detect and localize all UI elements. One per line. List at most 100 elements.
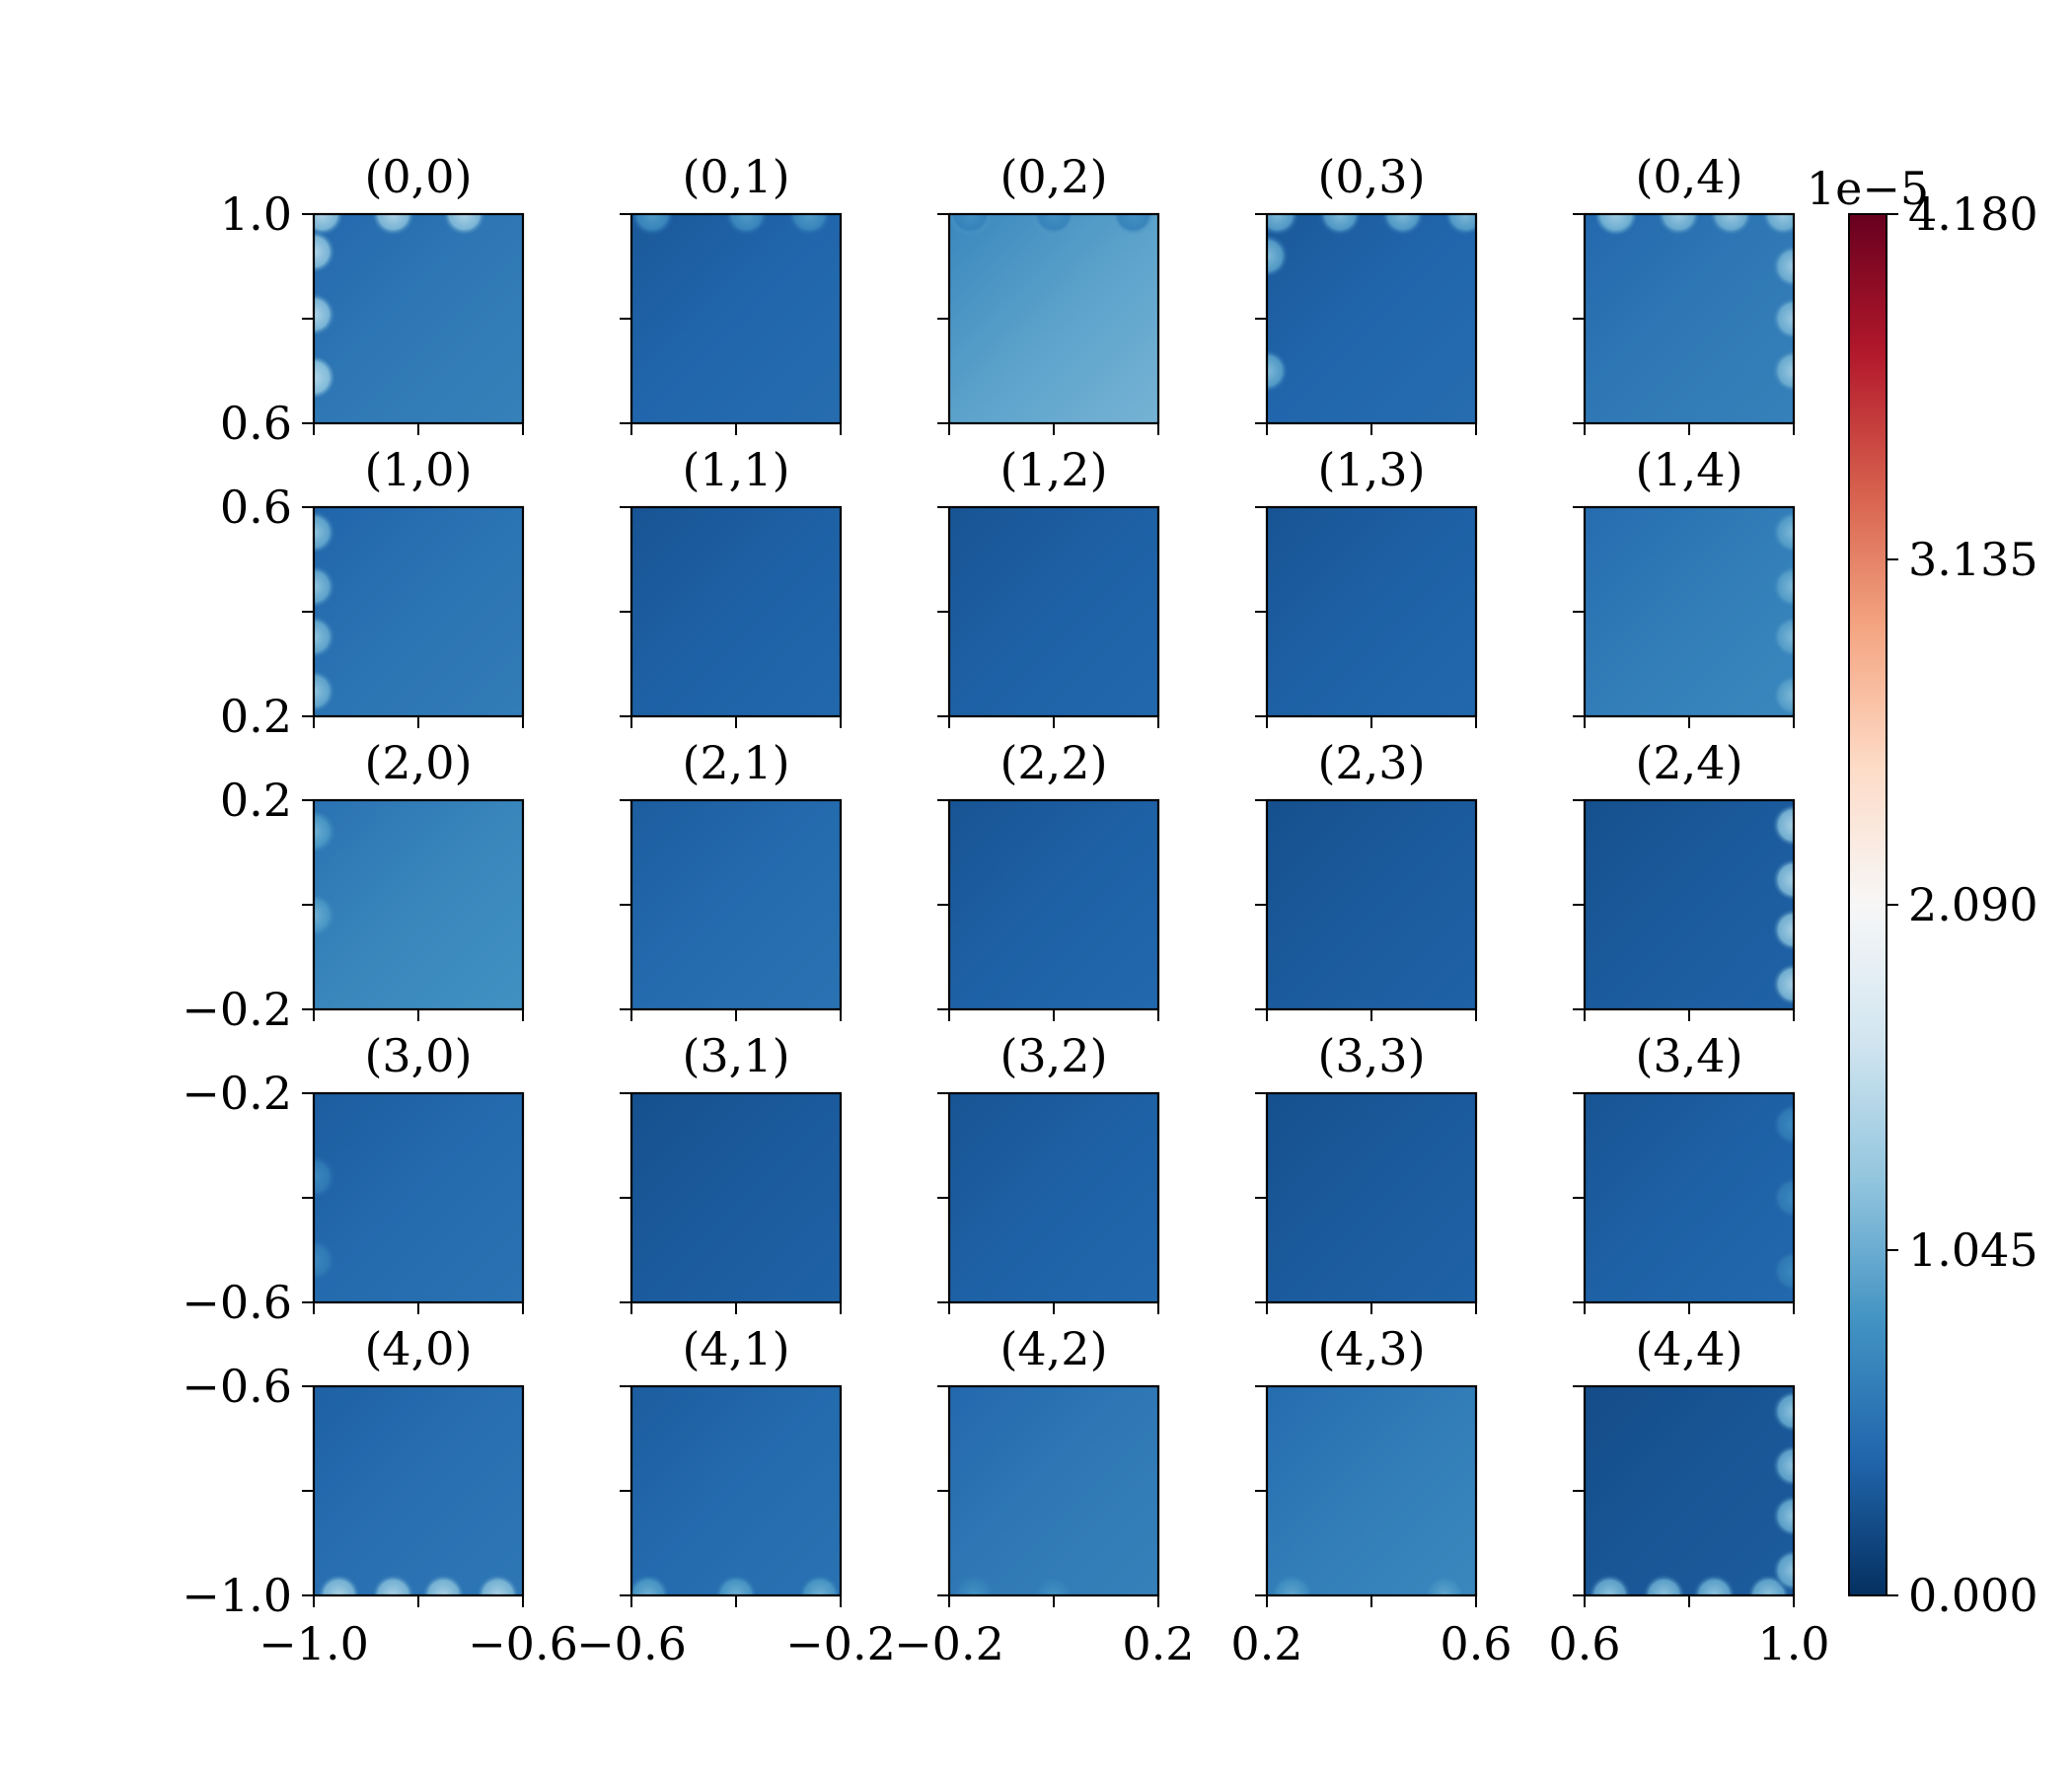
- heatmap-cell: [949, 1386, 1158, 1595]
- edge-feature: [1772, 1443, 1794, 1488]
- edge-feature: [949, 214, 993, 236]
- panel-title: (0,1): [682, 150, 789, 203]
- heatmap-cell: [631, 507, 841, 716]
- edge-feature: [1380, 214, 1425, 236]
- panel-1-2: (1,2): [937, 443, 1160, 728]
- edge-feature: [1709, 214, 1753, 236]
- panel-title: (1,0): [364, 443, 472, 496]
- panel-title: (3,1): [682, 1029, 789, 1082]
- panel-3-2: (3,2): [937, 1029, 1160, 1314]
- edge-feature: [314, 292, 335, 336]
- panel-1-3: (1,3): [1255, 443, 1478, 728]
- edge-feature: [1111, 214, 1155, 236]
- panel-2-0: (2,0) 0.2 −0.2: [182, 736, 525, 1036]
- x-tick-label: −1.0: [259, 1617, 369, 1670]
- panel-4-4: (4,4) 0.6 1.0: [1548, 1322, 1829, 1670]
- panel-3-3: (3,3): [1255, 1029, 1478, 1314]
- panel-title: (1,2): [999, 443, 1107, 496]
- panel-title: (2,3): [1317, 736, 1425, 789]
- heatmap-cell: [949, 1093, 1158, 1302]
- heatmap-cell: [314, 800, 523, 1009]
- edge-feature: [1772, 1176, 1794, 1220]
- panel-0-3: (0,3): [1255, 150, 1478, 435]
- edge-feature: [1642, 1574, 1686, 1595]
- panel-2-1: (2,1): [620, 736, 843, 1021]
- edge-feature: [1772, 962, 1794, 1006]
- panel-0-4: (0,4): [1573, 150, 1796, 435]
- panel-title: (3,0): [364, 1029, 472, 1082]
- panel-1-1: (1,1): [620, 443, 843, 728]
- panel-title: (2,4): [1635, 736, 1742, 789]
- edge-feature: [314, 809, 335, 853]
- heatmap-cell: [1585, 1386, 1794, 1595]
- panel-2-2: (2,2): [937, 736, 1160, 1021]
- edge-feature: [314, 1154, 335, 1199]
- panel-0-1: (0,1): [620, 150, 843, 435]
- edge-feature: [314, 669, 335, 713]
- x-tick-label: −0.2: [894, 1617, 1004, 1670]
- edge-feature: [1423, 1574, 1467, 1595]
- heatmap-cell: [314, 1093, 523, 1302]
- panel-3-1: (3,1): [620, 1029, 843, 1314]
- panel-title: (1,3): [1317, 443, 1425, 496]
- edge-feature: [1772, 673, 1794, 716]
- panel-4-3: (4,3) 0.2 0.6: [1230, 1322, 1512, 1670]
- panel-3-4: (3,4): [1573, 1029, 1796, 1314]
- heatmap-cell: [949, 214, 1158, 423]
- y-tick-label: −0.2: [182, 983, 292, 1036]
- edge-feature: [314, 893, 335, 937]
- heatmap-cell: [631, 1386, 841, 1595]
- edge-feature: [952, 1574, 997, 1595]
- edge-feature: [1772, 1102, 1794, 1147]
- edge-feature: [1318, 214, 1363, 236]
- heatmap-cell: [1585, 1093, 1794, 1302]
- y-tick-label: 0.6: [220, 397, 292, 450]
- edge-feature: [1443, 214, 1476, 236]
- x-tick-label: 0.2: [1122, 1617, 1194, 1670]
- y-tick-label: −1.0: [182, 1569, 292, 1622]
- panel-title: (4,1): [682, 1322, 789, 1375]
- panel-title: (0,2): [999, 150, 1107, 203]
- panel-1-4: (1,4): [1573, 443, 1796, 728]
- heatmap-cell: [314, 214, 523, 423]
- heatmap-cell: [1267, 1386, 1476, 1595]
- panel-title: (4,4): [1635, 1322, 1742, 1375]
- heatmap-cell: [949, 507, 1158, 716]
- edge-feature: [1032, 1574, 1075, 1595]
- edge-feature: [371, 214, 415, 236]
- heatmap-cell: [1267, 1093, 1476, 1302]
- panel-3-0: (3,0) −0.2 −0.6: [182, 1029, 525, 1329]
- panel-title: (3,2): [999, 1029, 1107, 1082]
- edge-feature: [317, 1574, 361, 1595]
- x-tick-label: 0.6: [1440, 1617, 1512, 1670]
- edge-feature: [1270, 1574, 1314, 1595]
- heatmap-cell: [314, 507, 523, 716]
- panel-title: (3,3): [1317, 1029, 1425, 1082]
- edge-feature: [1772, 803, 1794, 848]
- heatmap-cell: [1267, 800, 1476, 1009]
- edge-feature: [314, 214, 344, 236]
- y-tick-label: 0.2: [220, 774, 292, 827]
- edge-feature: [1267, 349, 1289, 393]
- edge-feature: [1772, 857, 1794, 902]
- edge-feature: [1772, 510, 1794, 555]
- heatmap-cell: [1267, 214, 1476, 423]
- edge-feature: [1032, 214, 1075, 236]
- heatmap-panels: (0,0) 1.0 0.6 (0,1) (0,2) (0,3) (0,4) (1,0) 0.6 0…: [182, 150, 1829, 1670]
- panel-4-0: (4,0) −0.6 −1.0−1.0 −0.6: [182, 1322, 578, 1670]
- y-tick-label: −0.6: [182, 1360, 292, 1413]
- colorbar-scale-label: 1e−5: [1807, 162, 1929, 215]
- edge-feature: [314, 510, 335, 555]
- edge-feature: [314, 230, 335, 274]
- edge-feature: [1267, 214, 1299, 236]
- edge-feature: [1772, 908, 1794, 952]
- panel-title: (1,1): [682, 443, 789, 496]
- y-tick-label: −0.2: [182, 1067, 292, 1120]
- panel-title: (1,4): [1635, 443, 1742, 496]
- panel-0-0: (0,0) 1.0 0.6: [220, 150, 525, 450]
- edge-feature: [1657, 214, 1701, 236]
- edge-feature: [1772, 349, 1794, 393]
- panel-title: (4,0): [364, 1322, 472, 1375]
